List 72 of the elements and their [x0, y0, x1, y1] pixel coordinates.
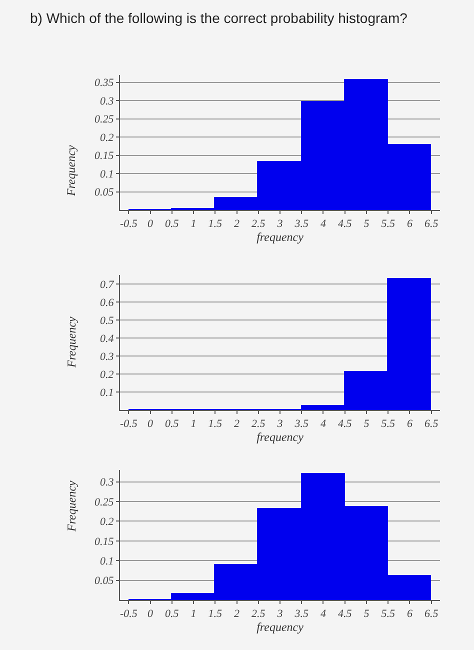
x-tick-label: 2 — [234, 418, 240, 430]
x-tick-label: 4 — [320, 418, 326, 430]
x-tick-label: 1.5 — [208, 608, 223, 620]
x-tick-label: 3.5 — [294, 218, 309, 230]
x-tick-label: 1 — [190, 218, 196, 230]
x-tick-label: 6 — [406, 218, 413, 230]
x-tick-label: 5 — [364, 218, 370, 230]
y-tick-label: 0.3 — [100, 476, 114, 489]
x-tick-label: 6.5 — [424, 418, 439, 430]
y-tick-label: 0.15 — [94, 536, 114, 548]
y-tick-label: 0.1 — [100, 555, 114, 568]
y-axis-title: Frequency — [64, 144, 78, 197]
x-tick-label: 2 — [234, 218, 240, 230]
x-tick-label: 6.5 — [424, 218, 439, 230]
x-tick-label: 5.5 — [381, 608, 396, 620]
y-tick-label: 0.25 — [94, 114, 114, 126]
x-tick-label: 3 — [276, 608, 284, 620]
x-axis-title: frequency — [256, 620, 304, 634]
y-tick-label: 0.3 — [100, 350, 114, 363]
x-tick-label: 3 — [276, 218, 284, 230]
x-tick-label: 0 — [148, 608, 154, 620]
x-tick-label: 0.5 — [165, 218, 180, 230]
x-tick-label: 2.5 — [252, 608, 266, 620]
y-tick-label: 0.1 — [100, 168, 114, 180]
x-tick-label: 6 — [406, 608, 413, 620]
y-tick-label: 0.1 — [100, 386, 114, 399]
x-tick-label: -0.5 — [120, 608, 138, 620]
x-tick-label: 4.5 — [338, 418, 352, 430]
x-tick-label: 1 — [190, 418, 196, 430]
y-tick-label: 0.2 — [100, 132, 114, 144]
y-tick-label: 0.2 — [100, 516, 114, 528]
y-tick-label: 0.5 — [100, 314, 114, 327]
x-tick-label: 0.5 — [165, 608, 180, 620]
y-tick-label: 0.05 — [94, 575, 114, 588]
x-tick-label: 2.5 — [252, 418, 266, 430]
y-tick-label: 0.7 — [100, 278, 114, 291]
x-tick-label: 0 — [148, 218, 154, 230]
x-tick-label: 5 — [364, 608, 370, 620]
x-tick-label: 2 — [234, 608, 240, 620]
x-tick-label: 4.5 — [338, 608, 352, 620]
x-tick-label: -0.5 — [120, 418, 138, 430]
y-tick-label: 0.2 — [100, 368, 114, 381]
y-tick-label: 0.25 — [94, 496, 114, 508]
y-tick-label: 0.35 — [94, 77, 114, 90]
x-axis-title: frequency — [256, 430, 304, 444]
y-tick-label: 0.3 — [100, 95, 114, 108]
y-tick-label: 0.15 — [94, 150, 114, 162]
y-axis-title: Frequency — [64, 480, 78, 532]
x-tick-label: 1.5 — [208, 418, 223, 430]
x-tick-label: 1 — [190, 608, 196, 620]
x-tick-label: 5 — [364, 418, 370, 430]
x-tick-label: -0.5 — [120, 218, 138, 230]
x-tick-label: 0 — [148, 418, 154, 430]
y-axis-title: Frequency — [64, 316, 78, 368]
x-tick-label: 4 — [320, 218, 326, 230]
x-tick-label: 2.5 — [252, 218, 266, 230]
chart-title: b) Which of the following is the correct probability histogram? — [30, 10, 408, 26]
y-tick-label: 0.6 — [100, 296, 114, 309]
x-tick-label: 6.5 — [424, 608, 439, 620]
y-tick-label: 0.4 — [100, 332, 114, 345]
x-tick-label: 6 — [406, 418, 413, 430]
x-tick-label: 3.5 — [294, 608, 309, 620]
x-tick-label: 5.5 — [381, 218, 396, 230]
x-tick-label: 5.5 — [381, 418, 396, 430]
x-tick-label: 4 — [320, 608, 326, 620]
x-axis-title: frequency — [256, 230, 304, 244]
x-tick-label: 0.5 — [165, 418, 180, 430]
x-tick-label: 4.5 — [338, 218, 352, 230]
y-tick-label: 0.05 — [94, 186, 114, 199]
x-tick-label: 3 — [276, 418, 284, 430]
x-tick-label: 3.5 — [294, 418, 309, 430]
x-tick-label: 1.5 — [208, 218, 223, 230]
